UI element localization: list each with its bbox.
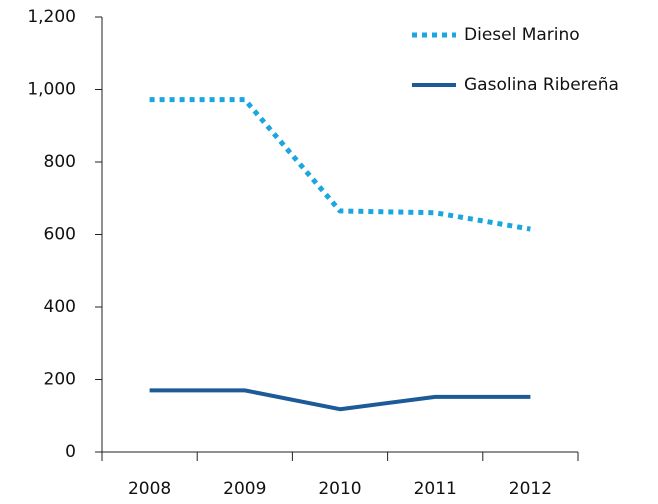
line-series bbox=[149, 388, 531, 412]
y-tick-label: 400 bbox=[44, 297, 76, 317]
legend-label: Diesel Marino bbox=[464, 25, 580, 45]
y-tick-label: 0 bbox=[65, 442, 76, 462]
legend-label: Gasolina Ribereña bbox=[464, 75, 619, 95]
x-tick-label: 2011 bbox=[414, 479, 457, 499]
y-tick-label: 600 bbox=[44, 225, 76, 245]
x-tick-label: 2008 bbox=[128, 479, 171, 499]
x-tick-label: 2012 bbox=[509, 479, 552, 499]
x-tick-label: 2009 bbox=[223, 479, 266, 499]
y-tick-label: 200 bbox=[44, 370, 76, 390]
y-tick-label: 1,000 bbox=[27, 80, 76, 100]
y-tick-label: 1,200 bbox=[27, 7, 76, 27]
x-tick-label: 2010 bbox=[318, 479, 361, 499]
y-tick-label: 800 bbox=[44, 152, 76, 172]
line-series bbox=[149, 97, 531, 232]
